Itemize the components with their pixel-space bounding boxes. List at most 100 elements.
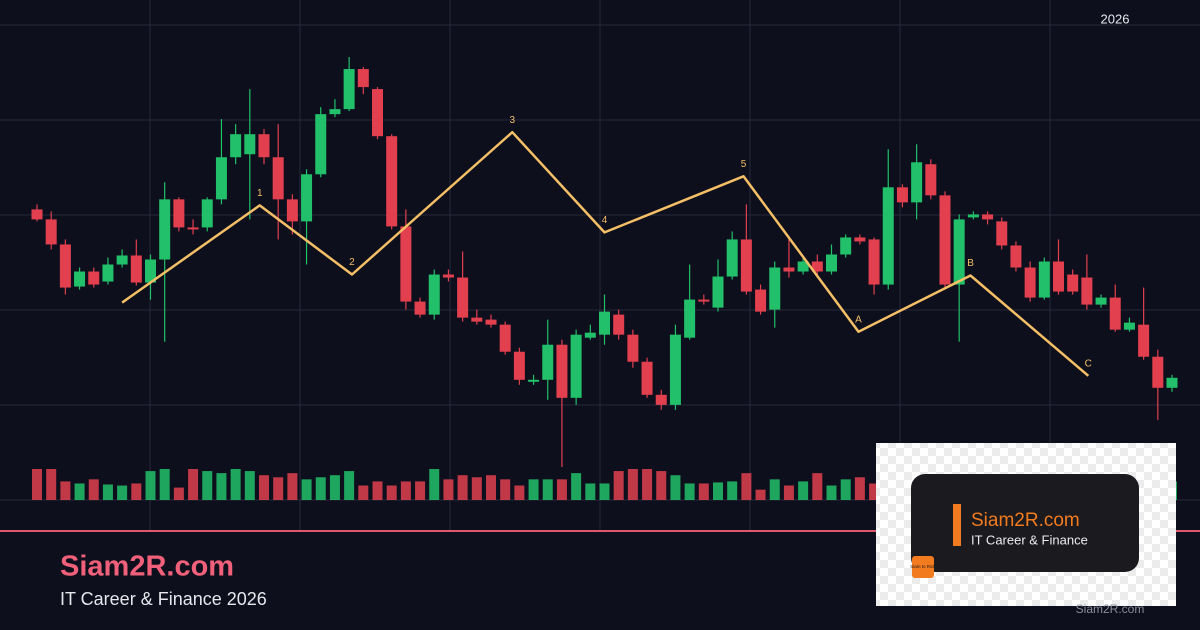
candle-body bbox=[343, 69, 355, 110]
candle-body bbox=[811, 261, 823, 272]
candle-body bbox=[329, 109, 341, 115]
candle-body bbox=[641, 361, 653, 395]
volume-bar bbox=[188, 469, 199, 500]
brand-name: Siam2R.com bbox=[60, 551, 234, 583]
candle-body bbox=[599, 311, 610, 335]
volume-bar bbox=[315, 477, 326, 500]
candle-body bbox=[726, 239, 738, 277]
candle-body bbox=[471, 317, 483, 322]
volume-bar bbox=[642, 469, 653, 500]
candle-body bbox=[826, 254, 837, 272]
candle-body bbox=[88, 271, 100, 285]
candle-body bbox=[854, 237, 866, 242]
volume-bar bbox=[698, 483, 709, 500]
volume-bar bbox=[840, 479, 851, 500]
candlestick-chart: 1 2 3 4 5 A B C bbox=[31, 57, 1178, 500]
candle-body bbox=[627, 334, 639, 362]
volume-bar bbox=[415, 481, 426, 500]
candle-body bbox=[1095, 297, 1107, 305]
candle-body bbox=[669, 334, 681, 405]
volume-bar bbox=[329, 475, 340, 500]
volume-bar bbox=[613, 471, 624, 500]
volume-bar bbox=[102, 484, 113, 500]
candle-body bbox=[187, 227, 199, 230]
candle-body bbox=[414, 301, 426, 315]
candle-body bbox=[102, 264, 114, 282]
volume-bar bbox=[372, 481, 383, 500]
candle-body bbox=[442, 274, 454, 278]
volume-bar bbox=[457, 475, 468, 500]
candle-body bbox=[272, 157, 284, 200]
volume-bar bbox=[670, 475, 681, 500]
candle-body bbox=[556, 344, 568, 398]
volume-bar bbox=[301, 479, 312, 500]
volume-bar bbox=[131, 483, 142, 500]
candle-body bbox=[315, 114, 327, 175]
candle-body bbox=[996, 221, 1008, 246]
volume-bar bbox=[202, 471, 213, 500]
candle-body bbox=[755, 289, 767, 312]
candle-body bbox=[215, 157, 227, 200]
volume-bar bbox=[145, 471, 156, 500]
volume-bar bbox=[514, 485, 525, 500]
volume-bar bbox=[826, 485, 837, 500]
candle-body bbox=[74, 271, 86, 287]
volume-bar bbox=[344, 471, 355, 500]
volume-bar bbox=[486, 475, 496, 500]
volume-bar bbox=[471, 477, 482, 500]
candle-body bbox=[967, 214, 979, 218]
volume-bar bbox=[287, 473, 298, 500]
candle-body bbox=[797, 261, 809, 272]
candle-body bbox=[925, 164, 937, 196]
volume-bar bbox=[798, 481, 809, 500]
volume-bar bbox=[741, 473, 752, 500]
logo-tagline: IT Career & Finance bbox=[971, 532, 1088, 547]
wave-label: 4 bbox=[602, 215, 608, 226]
candle-body bbox=[882, 187, 894, 285]
candle-body bbox=[613, 314, 625, 335]
candle-body bbox=[684, 299, 696, 338]
wave-label: 3 bbox=[510, 115, 516, 126]
wave-label: 2 bbox=[349, 257, 355, 268]
volume-bar bbox=[599, 483, 610, 500]
candle-body bbox=[1067, 274, 1079, 292]
candle-body bbox=[1081, 277, 1093, 305]
volume-bar bbox=[556, 479, 567, 500]
candle-body bbox=[1123, 322, 1135, 330]
candle-body bbox=[712, 276, 724, 308]
candle-body bbox=[386, 136, 398, 227]
volume-bar bbox=[656, 471, 667, 500]
candle-body bbox=[499, 324, 511, 352]
wave-label: C bbox=[1085, 358, 1092, 369]
volume-bar bbox=[443, 479, 454, 500]
candle-body bbox=[1053, 261, 1064, 292]
volume-bar bbox=[812, 473, 823, 500]
logo-panel bbox=[911, 474, 1139, 572]
volume-bar bbox=[216, 473, 227, 500]
volume-bar bbox=[230, 469, 241, 500]
volume-bar bbox=[500, 479, 511, 500]
volume-bar bbox=[60, 481, 71, 500]
wave-label: 1 bbox=[257, 188, 263, 199]
candle-body bbox=[1109, 297, 1121, 330]
candle-body bbox=[201, 199, 213, 228]
candle-body bbox=[542, 344, 554, 380]
candle-body bbox=[301, 174, 313, 222]
candle-body bbox=[258, 134, 270, 158]
candle-body bbox=[528, 379, 540, 382]
candle-body bbox=[286, 199, 298, 222]
volume-bar bbox=[627, 469, 638, 500]
candle-body bbox=[244, 134, 256, 155]
wave-line bbox=[121, 130, 1090, 377]
volume-bar bbox=[528, 479, 539, 500]
volume-bar bbox=[727, 481, 738, 500]
candle-body bbox=[1138, 324, 1150, 357]
brand-tagline: IT Career & Finance 2026 bbox=[60, 589, 267, 609]
wave-label: B bbox=[967, 258, 974, 269]
volume-bar bbox=[159, 469, 170, 500]
wave-label: 5 bbox=[741, 159, 747, 170]
volume-bar bbox=[585, 483, 596, 500]
candle-body bbox=[145, 259, 156, 283]
